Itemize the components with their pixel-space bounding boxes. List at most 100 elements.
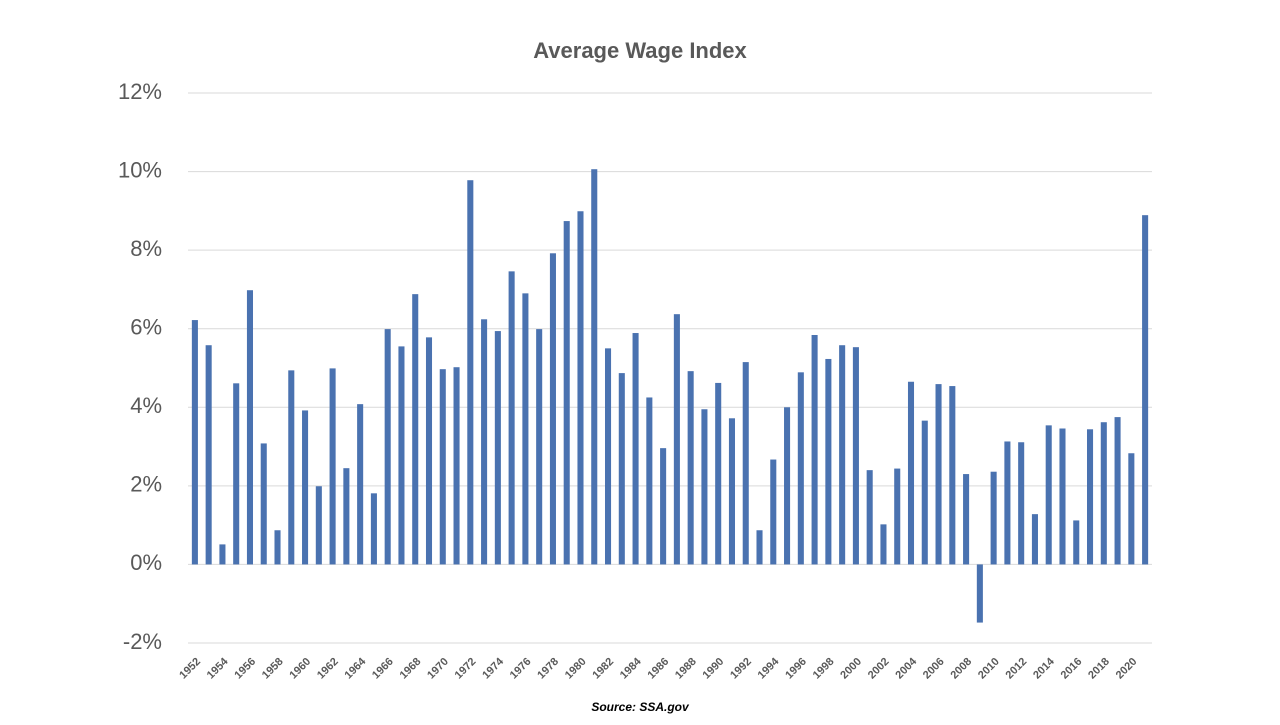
bar — [329, 368, 336, 565]
bar — [1142, 215, 1149, 565]
bar — [260, 443, 267, 565]
bar — [453, 367, 460, 565]
bar — [1004, 441, 1011, 565]
bar — [894, 468, 901, 565]
bar — [770, 459, 777, 565]
chart-title: Average Wage Index — [533, 38, 747, 63]
bar — [825, 358, 832, 565]
bar — [191, 320, 198, 565]
y-tick-label: 4% — [130, 393, 162, 418]
bar — [1114, 417, 1121, 565]
bar — [1045, 425, 1052, 565]
bar — [852, 347, 859, 565]
bar — [687, 371, 694, 565]
x-tick-label: 1962 — [315, 656, 341, 682]
bar — [604, 348, 612, 565]
bar — [384, 329, 391, 565]
x-tick-label: 1966 — [370, 656, 396, 682]
bar — [701, 409, 708, 565]
bar — [370, 493, 377, 565]
bar — [425, 337, 433, 565]
bar — [949, 386, 956, 565]
bar — [963, 474, 970, 565]
x-tick-label: 1982 — [590, 656, 616, 682]
x-tick-label: 1968 — [398, 656, 424, 682]
bar — [756, 530, 763, 565]
bar — [921, 420, 928, 565]
bar — [205, 345, 212, 565]
bar — [246, 290, 254, 565]
bar — [219, 544, 226, 565]
y-tick-label: 12% — [118, 79, 162, 104]
bar — [935, 384, 942, 565]
bar — [1100, 422, 1107, 565]
x-tick-label: 1980 — [563, 656, 589, 682]
x-tick-label: 1992 — [728, 656, 754, 682]
bar — [343, 468, 350, 565]
bar — [784, 407, 791, 565]
bar — [315, 486, 322, 565]
x-tick-label: 1976 — [508, 656, 534, 682]
bar — [467, 180, 474, 565]
bar — [357, 404, 364, 565]
x-tick-label: 1958 — [260, 656, 286, 682]
x-tick-label: 2020 — [1114, 656, 1140, 682]
x-tick-label: 1996 — [783, 656, 809, 682]
bar — [481, 319, 488, 565]
bar — [577, 211, 584, 565]
bar — [302, 410, 309, 565]
x-tick-label: 2000 — [838, 656, 864, 682]
bar — [976, 564, 983, 623]
bar — [1128, 453, 1135, 565]
bar — [839, 345, 846, 565]
bar — [715, 382, 722, 565]
bar — [563, 221, 570, 565]
bar — [866, 470, 873, 565]
x-tick-label: 2016 — [1059, 656, 1085, 682]
bar — [233, 383, 240, 565]
bar — [646, 397, 653, 565]
x-tick-label: 1986 — [645, 656, 671, 682]
y-tick-label: 10% — [118, 157, 162, 182]
y-tick-label: 6% — [130, 315, 162, 340]
bar — [811, 335, 818, 565]
x-tick-label: 2004 — [893, 655, 919, 681]
bar — [632, 333, 639, 565]
x-tick-label: 1954 — [205, 655, 231, 681]
x-tick-label: 1978 — [535, 656, 561, 682]
bar — [1073, 520, 1080, 565]
bar — [728, 418, 736, 565]
bar — [797, 372, 804, 565]
x-tick-label: 1972 — [453, 656, 479, 682]
x-tick-label: 2010 — [976, 656, 1002, 682]
y-tick-label: -2% — [123, 629, 162, 654]
y-tick-label: 8% — [130, 236, 162, 261]
bar — [990, 471, 997, 565]
bar — [591, 169, 598, 565]
bar — [536, 329, 543, 565]
y-tick-label: 2% — [130, 472, 162, 497]
bar — [412, 294, 419, 565]
x-tick-label: 2018 — [1086, 656, 1112, 682]
bar — [1059, 428, 1066, 565]
bar — [618, 373, 625, 565]
bar — [1018, 442, 1025, 565]
x-tick-label: 2006 — [921, 656, 947, 682]
bar — [660, 448, 667, 565]
bar — [508, 271, 515, 565]
x-tick-label: 1974 — [480, 655, 506, 681]
y-tick-label: 0% — [130, 550, 162, 575]
x-tick-label: 2012 — [1004, 656, 1030, 682]
bar — [522, 293, 529, 565]
source-note: Source: SSA.gov — [591, 700, 690, 714]
bar — [288, 370, 295, 565]
bar — [274, 530, 281, 565]
x-tick-label: 1952 — [177, 656, 203, 682]
bar — [549, 253, 556, 565]
bar — [398, 346, 405, 565]
bar — [1086, 429, 1094, 565]
x-tick-label: 1956 — [232, 656, 258, 682]
bar — [880, 524, 887, 565]
x-tick-label: 1970 — [425, 656, 451, 682]
